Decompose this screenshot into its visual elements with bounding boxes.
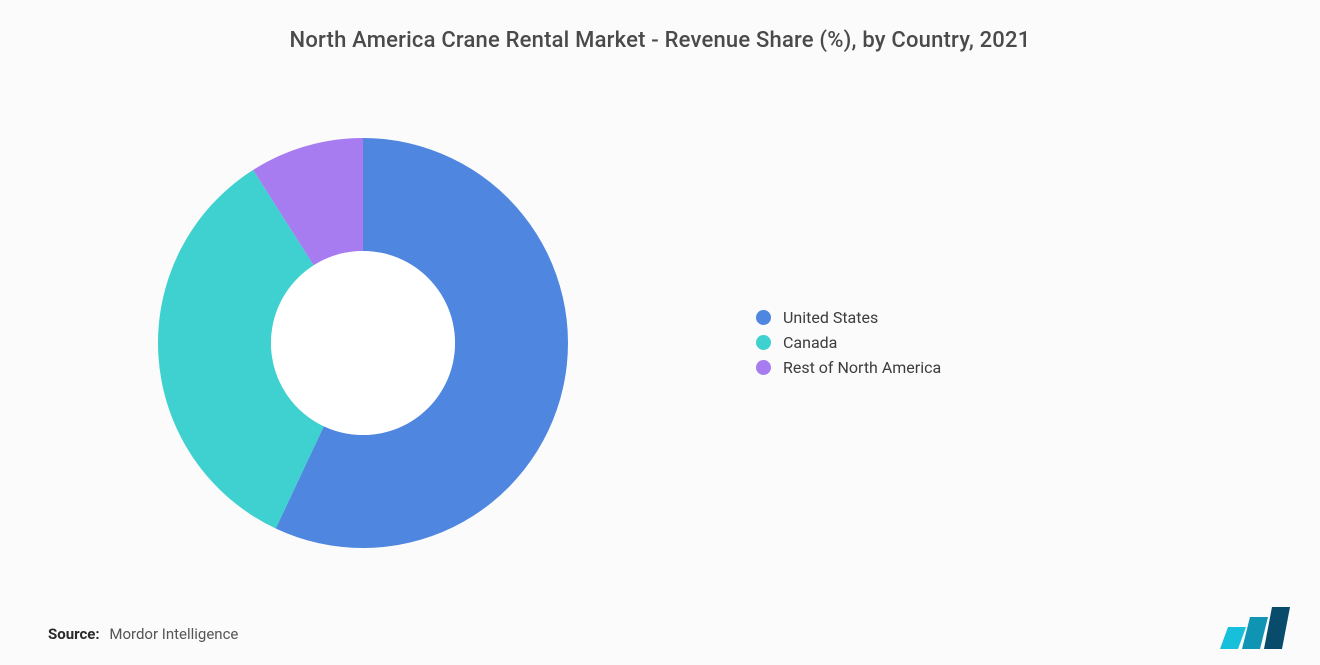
legend-swatch	[756, 360, 771, 375]
source-text: Mordor Intelligence	[109, 625, 238, 643]
logo-bar	[1242, 617, 1268, 649]
legend-item: Canada	[756, 333, 1320, 352]
donut-hole	[271, 251, 455, 435]
legend-label: Rest of North America	[783, 358, 941, 377]
legend-label: Canada	[783, 333, 837, 352]
source-label: Source:	[48, 625, 100, 643]
chart-title: North America Crane Rental Market - Reve…	[0, 0, 1320, 53]
logo-bar	[1264, 607, 1290, 649]
brand-logo	[1220, 603, 1294, 649]
legend-item: United States	[756, 308, 1320, 327]
source-line: Source: Mordor Intelligence	[48, 625, 238, 643]
legend-swatch	[756, 335, 771, 350]
chart-card: North America Crane Rental Market - Reve…	[0, 0, 1320, 665]
legend: United States Canada Rest of North America	[726, 302, 1320, 383]
donut-container	[0, 123, 726, 563]
legend-swatch	[756, 310, 771, 325]
legend-item: Rest of North America	[756, 358, 1320, 377]
donut-chart	[143, 123, 583, 563]
chart-content: United States Canada Rest of North America	[0, 100, 1320, 585]
brand-logo-icon	[1220, 603, 1294, 649]
legend-label: United States	[783, 308, 878, 327]
logo-bar	[1220, 627, 1246, 649]
